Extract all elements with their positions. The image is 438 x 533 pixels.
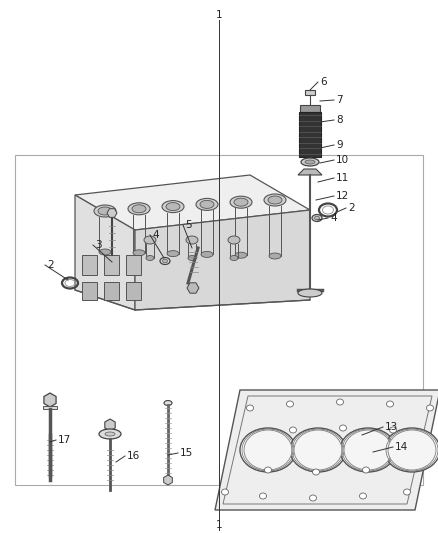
Ellipse shape bbox=[196, 198, 218, 211]
Polygon shape bbox=[75, 195, 135, 310]
Ellipse shape bbox=[403, 489, 410, 495]
Ellipse shape bbox=[160, 257, 170, 264]
Ellipse shape bbox=[105, 432, 115, 436]
Ellipse shape bbox=[268, 196, 282, 204]
Ellipse shape bbox=[186, 236, 198, 244]
Ellipse shape bbox=[201, 252, 213, 257]
Ellipse shape bbox=[188, 255, 196, 261]
Bar bbox=[82, 282, 97, 300]
Ellipse shape bbox=[290, 428, 346, 472]
Bar bbox=[104, 282, 119, 300]
Text: 13: 13 bbox=[385, 422, 398, 432]
Ellipse shape bbox=[286, 401, 293, 407]
Ellipse shape bbox=[222, 489, 229, 495]
Ellipse shape bbox=[312, 214, 322, 222]
Text: 4: 4 bbox=[330, 213, 337, 223]
Ellipse shape bbox=[99, 249, 111, 255]
Ellipse shape bbox=[264, 194, 286, 206]
Ellipse shape bbox=[389, 427, 396, 433]
Ellipse shape bbox=[146, 255, 154, 261]
Ellipse shape bbox=[162, 259, 167, 263]
Text: 14: 14 bbox=[395, 442, 408, 452]
Text: 16: 16 bbox=[127, 451, 140, 461]
Text: 2: 2 bbox=[348, 203, 355, 213]
Ellipse shape bbox=[386, 401, 393, 407]
Text: 4: 4 bbox=[152, 230, 159, 240]
Ellipse shape bbox=[98, 207, 112, 215]
Ellipse shape bbox=[200, 200, 214, 208]
Ellipse shape bbox=[247, 405, 254, 411]
Text: 1: 1 bbox=[215, 520, 223, 530]
Ellipse shape bbox=[99, 429, 121, 439]
Polygon shape bbox=[215, 390, 438, 510]
Bar bbox=[15, 155, 423, 485]
Polygon shape bbox=[298, 169, 322, 175]
Bar bbox=[43, 406, 57, 409]
Ellipse shape bbox=[301, 158, 319, 166]
Ellipse shape bbox=[363, 467, 370, 473]
Ellipse shape bbox=[228, 236, 240, 244]
Ellipse shape bbox=[230, 255, 238, 261]
Bar bbox=[300, 105, 320, 112]
Ellipse shape bbox=[298, 289, 322, 297]
Ellipse shape bbox=[166, 203, 180, 211]
Text: 2: 2 bbox=[47, 260, 53, 270]
Ellipse shape bbox=[384, 428, 438, 472]
Ellipse shape bbox=[427, 405, 434, 411]
Ellipse shape bbox=[235, 252, 247, 258]
Ellipse shape bbox=[167, 251, 179, 256]
Ellipse shape bbox=[259, 493, 266, 499]
Ellipse shape bbox=[133, 250, 145, 256]
Ellipse shape bbox=[144, 236, 156, 244]
Ellipse shape bbox=[269, 253, 281, 259]
Ellipse shape bbox=[314, 216, 319, 220]
Polygon shape bbox=[135, 210, 310, 310]
Ellipse shape bbox=[305, 160, 315, 164]
Ellipse shape bbox=[360, 493, 367, 499]
Text: 9: 9 bbox=[336, 140, 343, 150]
Text: 11: 11 bbox=[336, 173, 349, 183]
Text: 8: 8 bbox=[336, 115, 343, 125]
Text: 5: 5 bbox=[185, 220, 192, 230]
Bar bbox=[299, 112, 321, 157]
Bar bbox=[305, 90, 315, 95]
Text: 3: 3 bbox=[95, 240, 102, 250]
Ellipse shape bbox=[128, 203, 150, 215]
Ellipse shape bbox=[240, 428, 296, 472]
Text: 15: 15 bbox=[180, 448, 193, 458]
Ellipse shape bbox=[162, 200, 184, 213]
Bar bbox=[126, 255, 141, 275]
Ellipse shape bbox=[164, 400, 172, 406]
Ellipse shape bbox=[290, 427, 297, 433]
Ellipse shape bbox=[132, 205, 146, 213]
Polygon shape bbox=[75, 175, 310, 230]
Text: 10: 10 bbox=[336, 155, 349, 165]
Bar bbox=[126, 282, 141, 300]
Ellipse shape bbox=[294, 430, 342, 470]
Bar bbox=[82, 255, 97, 275]
Ellipse shape bbox=[312, 469, 319, 475]
Ellipse shape bbox=[310, 495, 317, 501]
Text: 1: 1 bbox=[215, 10, 223, 20]
Ellipse shape bbox=[336, 399, 343, 405]
Ellipse shape bbox=[388, 430, 436, 470]
Text: 17: 17 bbox=[58, 435, 71, 445]
Ellipse shape bbox=[94, 205, 116, 217]
Ellipse shape bbox=[244, 430, 292, 470]
Ellipse shape bbox=[265, 467, 272, 473]
Ellipse shape bbox=[339, 425, 346, 431]
Text: 12: 12 bbox=[336, 191, 349, 201]
Text: 6: 6 bbox=[320, 77, 327, 87]
Ellipse shape bbox=[230, 196, 252, 208]
Ellipse shape bbox=[234, 198, 248, 206]
Text: 7: 7 bbox=[336, 95, 343, 105]
Ellipse shape bbox=[340, 428, 396, 472]
Ellipse shape bbox=[344, 430, 392, 470]
Bar bbox=[104, 255, 119, 275]
